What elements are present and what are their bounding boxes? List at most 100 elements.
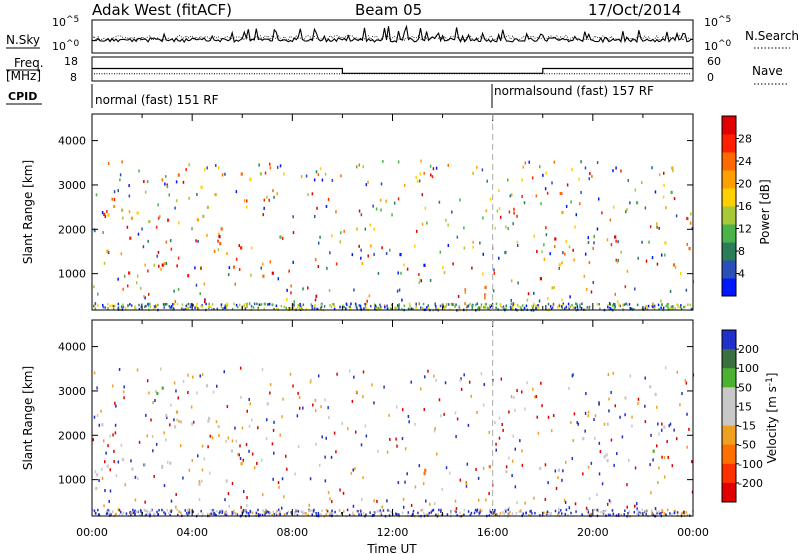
ground-pixel bbox=[323, 305, 326, 308]
ground-pixel bbox=[257, 306, 260, 310]
noise-pixel bbox=[119, 173, 122, 177]
noise-pixel bbox=[440, 414, 442, 418]
noise-pixel bbox=[557, 476, 559, 480]
ground-pixel bbox=[187, 302, 190, 306]
noise-pixel bbox=[572, 439, 575, 443]
noise-pixel bbox=[216, 384, 218, 388]
ground-pixel bbox=[579, 303, 581, 307]
ground-pixel bbox=[598, 303, 600, 306]
noise-pixel bbox=[173, 418, 175, 422]
ground-pixel bbox=[207, 512, 209, 516]
noise-pixel bbox=[95, 193, 98, 197]
ground-pixel bbox=[452, 303, 455, 306]
noise-pixel bbox=[568, 506, 571, 510]
noise-pixel bbox=[637, 402, 639, 406]
ground-pixel bbox=[114, 513, 117, 517]
ground-pixel bbox=[580, 307, 583, 310]
ground-pixel bbox=[417, 511, 419, 515]
ground-pixel bbox=[575, 302, 577, 305]
ground-pixel bbox=[178, 510, 181, 514]
noise-pixel bbox=[658, 173, 661, 177]
echo-pixel bbox=[249, 177, 252, 181]
ground-pixel bbox=[225, 511, 228, 515]
noise-pixel bbox=[179, 444, 182, 448]
noise-pixel bbox=[459, 198, 461, 202]
ground-pixel bbox=[196, 302, 198, 306]
echo-pixel bbox=[218, 235, 221, 239]
noise-pixel bbox=[689, 221, 692, 225]
ground-pixel bbox=[299, 306, 302, 310]
ground-pixel bbox=[247, 512, 250, 515]
noise-pixel bbox=[445, 466, 448, 470]
echo-pixel bbox=[156, 391, 159, 395]
noise-pixel bbox=[153, 263, 155, 267]
ground-pixel bbox=[480, 305, 483, 309]
echo-pixel bbox=[214, 193, 217, 197]
noise-pixel bbox=[238, 268, 241, 272]
ground-pixel bbox=[681, 512, 684, 515]
noise-pixel bbox=[628, 458, 630, 462]
noise-pixel bbox=[271, 442, 274, 446]
noise-pixel bbox=[96, 386, 98, 390]
noise-pixel bbox=[317, 173, 320, 177]
noise-pixel bbox=[221, 173, 224, 177]
ground-pixel bbox=[355, 306, 358, 309]
noise-pixel bbox=[317, 374, 320, 378]
noise-pixel bbox=[246, 496, 248, 500]
noise-pixel bbox=[626, 483, 628, 487]
ground-pixel bbox=[95, 512, 97, 515]
station-title: Adak West (fitACF) bbox=[92, 1, 232, 19]
ground-pixel bbox=[617, 513, 620, 516]
noise-pixel bbox=[507, 178, 509, 182]
noise-pixel bbox=[465, 484, 468, 488]
ground-pixel bbox=[454, 509, 456, 513]
power-panel-frame bbox=[91, 113, 694, 311]
noise-pixel bbox=[328, 289, 331, 293]
ground-pixel bbox=[427, 304, 430, 307]
ground-pixel bbox=[665, 513, 667, 517]
noise-pixel bbox=[498, 189, 500, 193]
ground-pixel bbox=[273, 307, 275, 311]
noise-pixel bbox=[389, 248, 391, 252]
ground-pixel bbox=[505, 509, 508, 512]
noise-pixel bbox=[513, 211, 515, 215]
ground-pixel bbox=[132, 511, 135, 514]
ground-pixel bbox=[374, 307, 376, 310]
ground-pixel bbox=[421, 307, 424, 310]
ground-pixel bbox=[629, 307, 632, 310]
noise-pixel bbox=[553, 160, 556, 164]
ground-pixel bbox=[122, 511, 125, 515]
colorbar-tick-label: -15 bbox=[738, 420, 756, 433]
noise-pixel bbox=[204, 168, 206, 172]
noise-pixel bbox=[574, 502, 577, 506]
ground-pixel bbox=[272, 510, 275, 514]
ground-pixel bbox=[235, 512, 238, 516]
ground-pixel bbox=[469, 514, 472, 517]
echo-pixel bbox=[399, 253, 402, 257]
echo-pixel bbox=[614, 235, 617, 239]
colorbar-tick-label: 50 bbox=[738, 381, 752, 394]
noise-pixel bbox=[113, 459, 115, 463]
ground-pixel bbox=[236, 513, 239, 516]
noise-pixel bbox=[246, 205, 248, 209]
noise-pixel bbox=[514, 485, 517, 489]
noise-pixel bbox=[386, 499, 388, 503]
ground-pixel bbox=[586, 306, 589, 309]
noise-pixel bbox=[464, 302, 466, 306]
noise-pixel bbox=[335, 262, 338, 266]
noise-pixel bbox=[560, 192, 563, 196]
noise-pixel bbox=[128, 184, 130, 188]
noise-pixel bbox=[651, 166, 653, 170]
ground-pixel bbox=[478, 306, 481, 310]
ground-pixel bbox=[547, 302, 550, 306]
ground-pixel bbox=[311, 513, 314, 516]
noise-pixel bbox=[562, 251, 564, 255]
noise-pixel bbox=[545, 171, 547, 175]
ground-pixel bbox=[105, 510, 108, 513]
ground-pixel bbox=[220, 303, 223, 306]
ground-pixel bbox=[275, 512, 277, 515]
noise-pixel bbox=[569, 295, 571, 299]
noise-pixel bbox=[498, 207, 501, 211]
ground-pixel bbox=[209, 513, 211, 516]
